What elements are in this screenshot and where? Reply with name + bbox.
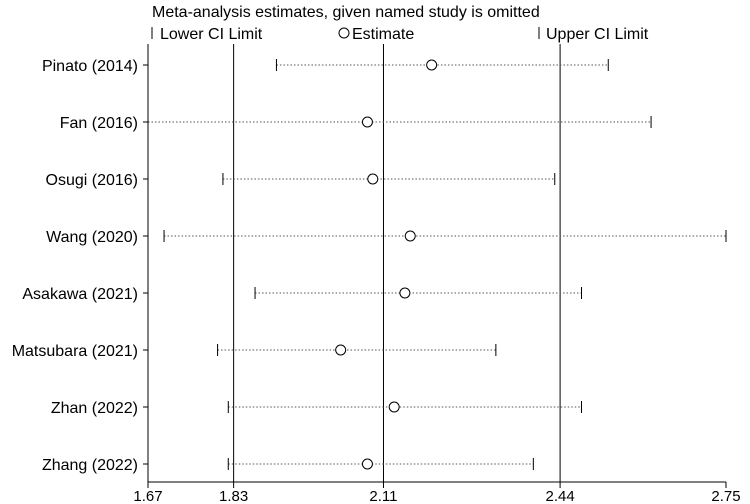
plot-area: 1.67 1.83 2.11 2.44 2.75 Pinato (2014) Fan (20…: [12, 44, 741, 504]
x-tick-label: 1.83: [219, 488, 248, 504]
x-tick-label: 2.11: [369, 488, 397, 504]
study-label: Osugi (2016): [46, 172, 139, 189]
legend-lower-label: Lower CI Limit: [160, 26, 263, 43]
chart-title: Meta-analysis estimates, given named stu…: [152, 4, 540, 21]
study-label: Fan (2016): [60, 115, 138, 132]
legend-estimate-marker: [338, 27, 350, 39]
legend-upper-label: Upper CI Limit: [546, 26, 649, 43]
study-label: Matsubara (2021): [12, 343, 138, 360]
legend-estimate-label: Estimate: [352, 26, 414, 43]
estimate-marker: [388, 401, 400, 413]
estimate-marker: [335, 344, 347, 356]
estimate-marker: [399, 287, 411, 299]
x-tick-label: 1.67: [133, 488, 162, 504]
legend: Lower CI Limit Estimate Upper CI Limit: [151, 26, 649, 43]
estimate-marker: [361, 116, 373, 128]
study-label: Zhan (2022): [51, 400, 138, 417]
study-label: Wang (2020): [46, 229, 138, 246]
study-label: Asakawa (2021): [22, 286, 138, 303]
study-label: Zhang (2022): [42, 457, 138, 474]
estimate-marker: [367, 173, 379, 185]
x-tick-label: 2.44: [545, 488, 574, 504]
estimate-marker: [361, 458, 373, 470]
estimate-marker: [426, 59, 438, 71]
x-tick-label: 2.75: [711, 488, 740, 504]
study-label: Pinato (2014): [42, 58, 138, 75]
estimate-marker: [404, 230, 416, 242]
